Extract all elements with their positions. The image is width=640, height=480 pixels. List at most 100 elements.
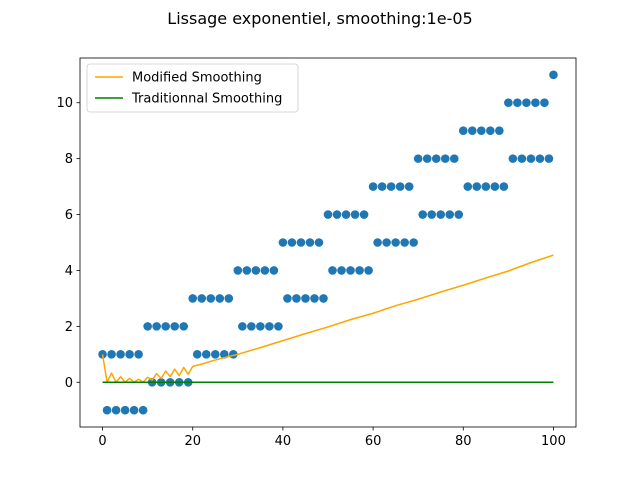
- scatter-point: [319, 294, 328, 303]
- scatter-point: [458, 126, 468, 135]
- scatter-point: [508, 154, 518, 163]
- scatter-point: [292, 294, 301, 303]
- scatter-point: [305, 238, 315, 247]
- scatter-point: [467, 126, 477, 135]
- scatter-point: [215, 294, 225, 303]
- scatter-point: [323, 210, 333, 219]
- scatter-point: [179, 322, 189, 331]
- scatter-point: [233, 266, 243, 275]
- y-tick-label: 4: [65, 264, 73, 279]
- scatter-point: [522, 98, 531, 108]
- scatter-point: [314, 238, 324, 247]
- scatter-point: [418, 210, 427, 219]
- scatter-point: [242, 266, 252, 275]
- scatter-point: [152, 322, 161, 331]
- legend-box: [86, 63, 299, 113]
- y-tick-label: 2: [65, 320, 73, 335]
- scatter-point: [260, 266, 270, 275]
- scatter-point: [549, 70, 558, 80]
- scatter-point: [427, 210, 437, 219]
- y-tick-label: 0: [65, 376, 73, 391]
- scatter-point: [143, 322, 152, 331]
- scatter-point: [373, 238, 382, 247]
- scatter-point: [201, 350, 211, 359]
- scatter-point: [377, 182, 387, 191]
- scatter-point: [386, 182, 396, 191]
- scatter-point: [224, 294, 234, 303]
- y-tick-label: 10: [56, 96, 73, 111]
- scatter-point: [463, 182, 473, 191]
- scatter-point: [540, 98, 549, 108]
- scatter-point: [332, 210, 342, 219]
- scatter-point: [125, 350, 134, 359]
- scatter-point: [382, 238, 391, 247]
- scatter-point: [134, 350, 143, 359]
- scatter-point: [535, 154, 545, 163]
- scatter-point: [129, 405, 139, 415]
- scatter-point: [192, 350, 202, 359]
- y-tick-label: 8: [65, 152, 73, 167]
- scatter-point: [138, 405, 148, 415]
- x-tick-label: 0: [98, 434, 106, 449]
- legend-label: Traditionnal Smoothing: [131, 92, 282, 107]
- scatter-point: [287, 238, 297, 247]
- scatter-point: [413, 154, 423, 163]
- scatter-point: [301, 294, 310, 303]
- scatter-point: [274, 322, 283, 331]
- scatter-point: [256, 322, 265, 331]
- scatter-point: [526, 154, 536, 163]
- scatter-point: [341, 210, 351, 219]
- scatter-point: [544, 154, 554, 163]
- scatter-point: [504, 98, 513, 108]
- scatter-point: [409, 238, 418, 247]
- x-tick-label: 80: [455, 434, 472, 449]
- scatter-point: [170, 322, 179, 331]
- scatter-point: [486, 126, 495, 135]
- axes-frame: [79, 57, 577, 428]
- scatter-point: [107, 350, 116, 359]
- scatter-point: [440, 154, 450, 163]
- x-tick-label: 60: [365, 434, 382, 449]
- x-tick-label: 100: [541, 434, 566, 449]
- scatter-point: [355, 266, 364, 275]
- scatter-point: [210, 350, 220, 359]
- scatter-point: [445, 210, 455, 219]
- x-tick-label: 20: [184, 434, 201, 449]
- scatter-point: [350, 210, 360, 219]
- scatter-point: [472, 182, 482, 191]
- scatter-point: [98, 350, 107, 359]
- scatter-point: [278, 238, 288, 247]
- scatter-point: [531, 98, 540, 108]
- scatter-point: [436, 210, 446, 219]
- scatter-point: [481, 182, 491, 191]
- scatter-point: [337, 266, 346, 275]
- scatter-point: [197, 294, 207, 303]
- scatter-point: [247, 322, 256, 331]
- scatter-point: [265, 322, 274, 331]
- scatter-point: [368, 182, 378, 191]
- scatter-point: [296, 238, 306, 247]
- scatter-point: [283, 294, 292, 303]
- scatter-point: [206, 294, 216, 303]
- scatter-point: [513, 98, 522, 108]
- scatter-point: [391, 238, 400, 247]
- scatter-point: [449, 154, 459, 163]
- scatter-point: [499, 182, 509, 191]
- chart-title: Lissage exponentiel, smoothing:1e-05: [167, 9, 472, 28]
- scatter-point: [251, 266, 261, 275]
- scatter-point: [269, 266, 279, 275]
- scatter-point: [495, 126, 504, 135]
- scatter-point: [161, 322, 170, 331]
- scatter-point: [431, 154, 441, 163]
- plot-area: 0 20 40 60 80 100 0 2 4 6 8 10 Modified Smoothing Tra…: [56, 57, 577, 449]
- x-tick-label: 40: [275, 434, 292, 449]
- scatter-point: [400, 238, 409, 247]
- scatter-point: [454, 210, 464, 219]
- y-tick-label: 6: [65, 208, 73, 223]
- scatter-point: [517, 154, 527, 163]
- scatter-point: [490, 182, 500, 191]
- scatter-point: [395, 182, 405, 191]
- scatter-point: [328, 266, 337, 275]
